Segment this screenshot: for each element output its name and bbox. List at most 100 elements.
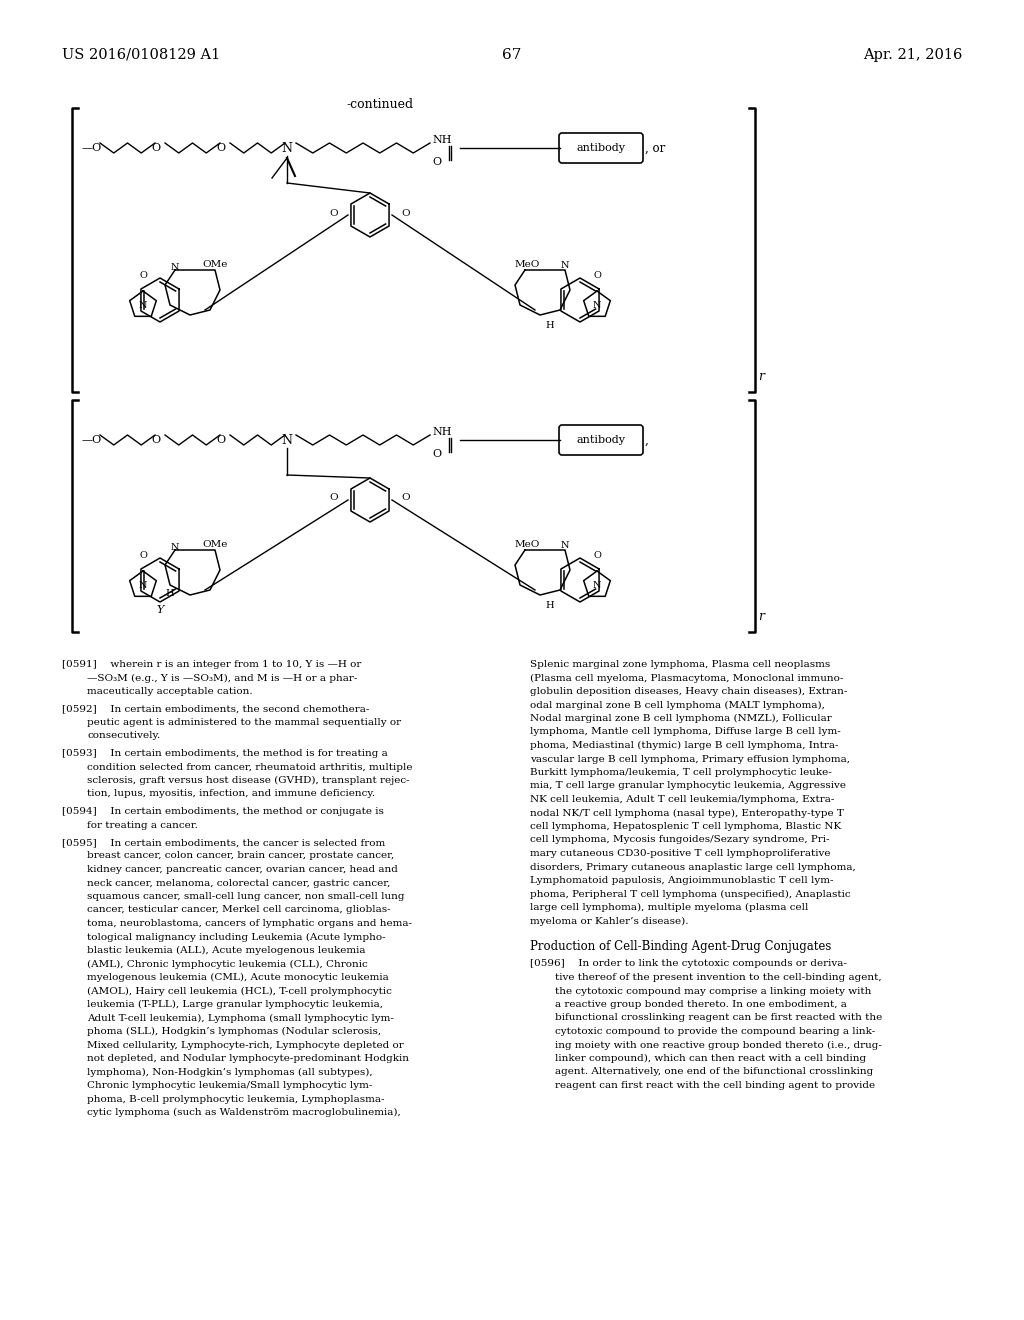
Text: N: N (282, 433, 293, 446)
FancyBboxPatch shape (559, 425, 643, 455)
Text: Chronic lymphocytic leukemia/Small lymphocytic lym-: Chronic lymphocytic leukemia/Small lymph… (87, 1081, 373, 1090)
Text: kidney cancer, pancreatic cancer, ovarian cancer, head and: kidney cancer, pancreatic cancer, ovaria… (87, 865, 398, 874)
Text: N: N (171, 543, 179, 552)
Text: Lymphomatoid papulosis, Angioimmunoblastic T cell lym-: Lymphomatoid papulosis, Angioimmunoblast… (530, 876, 834, 884)
Text: MeO: MeO (514, 260, 540, 269)
Text: tive thereof of the present invention to the cell-binding agent,: tive thereof of the present invention to… (555, 973, 882, 982)
Text: myelogenous leukemia (CML), Acute monocytic leukemia: myelogenous leukemia (CML), Acute monocy… (87, 973, 389, 982)
Text: 67: 67 (503, 48, 521, 62)
Text: [0593]  In certain embodiments, the method is for treating a: [0593] In certain embodiments, the metho… (62, 748, 388, 758)
Text: squamous cancer, small-cell lung cancer, non small-cell lung: squamous cancer, small-cell lung cancer,… (87, 892, 404, 902)
Text: the cytotoxic compound may comprise a linking moiety with: the cytotoxic compound may comprise a li… (555, 986, 871, 995)
Text: H: H (166, 589, 174, 598)
Text: sclerosis, graft versus host disease (GVHD), transplant rejec-: sclerosis, graft versus host disease (GV… (87, 776, 410, 785)
Text: O: O (432, 449, 441, 459)
Text: for treating a cancer.: for treating a cancer. (87, 821, 198, 829)
Text: peutic agent is administered to the mammal sequentially or: peutic agent is administered to the mamm… (87, 718, 401, 727)
Text: mary cutaneous CD30-positive T cell lymphoproliferative: mary cutaneous CD30-positive T cell lymp… (530, 849, 830, 858)
Text: tological malignancy including Leukemia (Acute lympho-: tological malignancy including Leukemia … (87, 932, 386, 941)
Text: OMe: OMe (203, 260, 227, 269)
Text: ,: , (645, 433, 649, 446)
Text: cell lymphoma, Hepatosplenic T cell lymphoma, Blastic NK: cell lymphoma, Hepatosplenic T cell lymp… (530, 822, 842, 832)
Text: O: O (152, 143, 161, 153)
Text: —O: —O (82, 436, 102, 445)
Text: H: H (546, 601, 554, 610)
Text: lymphoma), Non-Hodgkin’s lymphomas (all subtypes),: lymphoma), Non-Hodgkin’s lymphomas (all … (87, 1068, 373, 1077)
Text: cytic lymphoma (such as Waldenström macroglobulinemia),: cytic lymphoma (such as Waldenström macr… (87, 1107, 400, 1117)
Text: disorders, Primary cutaneous anaplastic large cell lymphoma,: disorders, Primary cutaneous anaplastic … (530, 862, 856, 871)
Text: a reactive group bonded thereto. In one embodiment, a: a reactive group bonded thereto. In one … (555, 1001, 847, 1008)
Text: Production of Cell-Binding Agent-Drug Conjugates: Production of Cell-Binding Agent-Drug Co… (530, 940, 831, 953)
Text: blastic leukemia (ALL), Acute myelogenous leukemia: blastic leukemia (ALL), Acute myelogenou… (87, 946, 366, 956)
Text: nodal NK/T cell lymphoma (nasal type), Enteropathy-type T: nodal NK/T cell lymphoma (nasal type), E… (530, 808, 844, 817)
Text: US 2016/0108129 A1: US 2016/0108129 A1 (62, 48, 220, 62)
Text: -continued: -continued (346, 98, 414, 111)
Text: agent. Alternatively, one end of the bifunctional crosslinking: agent. Alternatively, one end of the bif… (555, 1068, 873, 1077)
Text: [0594]  In certain embodiments, the method or conjugate is: [0594] In certain embodiments, the metho… (62, 807, 384, 816)
Text: Mixed cellularity, Lymphocyte-rich, Lymphocyte depleted or: Mixed cellularity, Lymphocyte-rich, Lymp… (87, 1040, 403, 1049)
Text: N: N (171, 263, 179, 272)
Text: Adult T-cell leukemia), Lymphoma (small lymphocytic lym-: Adult T-cell leukemia), Lymphoma (small … (87, 1014, 394, 1023)
Text: Y: Y (157, 605, 164, 615)
Text: Splenic marginal zone lymphoma, Plasma cell neoplasms: Splenic marginal zone lymphoma, Plasma c… (530, 660, 830, 669)
Text: (AMOL), Hairy cell leukemia (HCL), T-cell prolymphocytic: (AMOL), Hairy cell leukemia (HCL), T-cel… (87, 986, 392, 995)
Text: antibody: antibody (577, 436, 626, 445)
Text: r: r (758, 610, 764, 623)
Text: N: N (561, 540, 569, 549)
Text: myeloma or Kahler’s disease).: myeloma or Kahler’s disease). (530, 916, 688, 925)
Text: [0592]  In certain embodiments, the second chemothera-: [0592] In certain embodiments, the secon… (62, 705, 370, 714)
Text: Apr. 21, 2016: Apr. 21, 2016 (862, 48, 962, 62)
Text: O: O (401, 494, 411, 503)
Text: O: O (432, 157, 441, 168)
Text: (AML), Chronic lymphocytic leukemia (CLL), Chronic: (AML), Chronic lymphocytic leukemia (CLL… (87, 960, 368, 969)
Text: lymphoma, Mantle cell lymphoma, Diffuse large B cell lym-: lymphoma, Mantle cell lymphoma, Diffuse … (530, 727, 841, 737)
Text: N: N (138, 581, 147, 590)
Text: OMe: OMe (203, 540, 227, 549)
Text: bifunctional crosslinking reagent can be first reacted with the: bifunctional crosslinking reagent can be… (555, 1014, 883, 1023)
Text: r: r (758, 370, 764, 383)
Text: ing moiety with one reactive group bonded thereto (i.e., drug-: ing moiety with one reactive group bonde… (555, 1040, 882, 1049)
Text: H: H (546, 321, 554, 330)
Text: —O: —O (82, 143, 102, 153)
Text: O: O (330, 209, 338, 218)
Text: phoma, Peripheral T cell lymphoma (unspecified), Anaplastic: phoma, Peripheral T cell lymphoma (unspe… (530, 890, 851, 899)
Text: Nodal marginal zone B cell lymphoma (NMZL), Follicular: Nodal marginal zone B cell lymphoma (NMZ… (530, 714, 831, 723)
Text: cancer, testicular cancer, Merkel cell carcinoma, glioblas-: cancer, testicular cancer, Merkel cell c… (87, 906, 390, 915)
Text: condition selected from cancer, rheumatoid arthritis, multiple: condition selected from cancer, rheumato… (87, 763, 413, 771)
Text: toma, neuroblastoma, cancers of lymphatic organs and hema-: toma, neuroblastoma, cancers of lymphati… (87, 919, 412, 928)
Text: Burkitt lymphoma/leukemia, T cell prolymphocytic leuke-: Burkitt lymphoma/leukemia, T cell prolym… (530, 768, 831, 777)
Text: O: O (401, 209, 411, 218)
Text: O: O (216, 436, 225, 445)
Text: neck cancer, melanoma, colorectal cancer, gastric cancer,: neck cancer, melanoma, colorectal cancer… (87, 879, 390, 887)
Text: odal marginal zone B cell lymphoma (MALT lymphoma),: odal marginal zone B cell lymphoma (MALT… (530, 701, 825, 710)
Text: N: N (593, 301, 601, 309)
Text: , or: , or (645, 141, 666, 154)
Text: O: O (216, 143, 225, 153)
Text: —SO₃M (e.g., Y is —SO₃M), and M is —H or a phar-: —SO₃M (e.g., Y is —SO₃M), and M is —H or… (87, 673, 357, 682)
Text: O: O (139, 550, 146, 560)
Text: [0595]  In certain embodiments, the cancer is selected from: [0595] In certain embodiments, the cance… (62, 838, 385, 847)
Text: antibody: antibody (577, 143, 626, 153)
Text: O: O (330, 494, 338, 503)
Text: NK cell leukemia, Adult T cell leukemia/lymphoma, Extra-: NK cell leukemia, Adult T cell leukemia/… (530, 795, 835, 804)
Text: (Plasma cell myeloma, Plasmacytoma, Monoclonal immuno-: (Plasma cell myeloma, Plasmacytoma, Mono… (530, 673, 844, 682)
Text: [0591]  wherein r is an integer from 1 to 10, Y is —H or: [0591] wherein r is an integer from 1 to… (62, 660, 361, 669)
Text: not depleted, and Nodular lymphocyte-predominant Hodgkin: not depleted, and Nodular lymphocyte-pre… (87, 1053, 409, 1063)
Text: MeO: MeO (514, 540, 540, 549)
Text: phoma (SLL), Hodgkin’s lymphomas (Nodular sclerosis,: phoma (SLL), Hodgkin’s lymphomas (Nodula… (87, 1027, 381, 1036)
Text: globulin deposition diseases, Heavy chain diseases), Extran-: globulin deposition diseases, Heavy chai… (530, 686, 848, 696)
Text: O: O (139, 271, 146, 280)
Text: cytotoxic compound to provide the compound bearing a link-: cytotoxic compound to provide the compou… (555, 1027, 876, 1036)
Text: NH: NH (432, 135, 452, 145)
Text: N: N (138, 301, 147, 309)
Text: consecutively.: consecutively. (87, 731, 160, 741)
Text: phoma, B-cell prolymphocytic leukemia, Lymphoplasma-: phoma, B-cell prolymphocytic leukemia, L… (87, 1094, 384, 1104)
Text: O: O (593, 271, 601, 280)
Text: maceutically acceptable cation.: maceutically acceptable cation. (87, 686, 253, 696)
Text: cell lymphoma, Mycosis fungoides/Sezary syndrome, Pri-: cell lymphoma, Mycosis fungoides/Sezary … (530, 836, 829, 845)
Text: reagent can first react with the cell binding agent to provide: reagent can first react with the cell bi… (555, 1081, 876, 1090)
Text: N: N (561, 260, 569, 269)
Text: [0596]  In order to link the cytotoxic compounds or deriva-: [0596] In order to link the cytotoxic co… (530, 960, 847, 969)
Text: mia, T cell large granular lymphocytic leukemia, Aggressive: mia, T cell large granular lymphocytic l… (530, 781, 846, 791)
Text: phoma, Mediastinal (thymic) large B cell lymphoma, Intra-: phoma, Mediastinal (thymic) large B cell… (530, 741, 839, 750)
